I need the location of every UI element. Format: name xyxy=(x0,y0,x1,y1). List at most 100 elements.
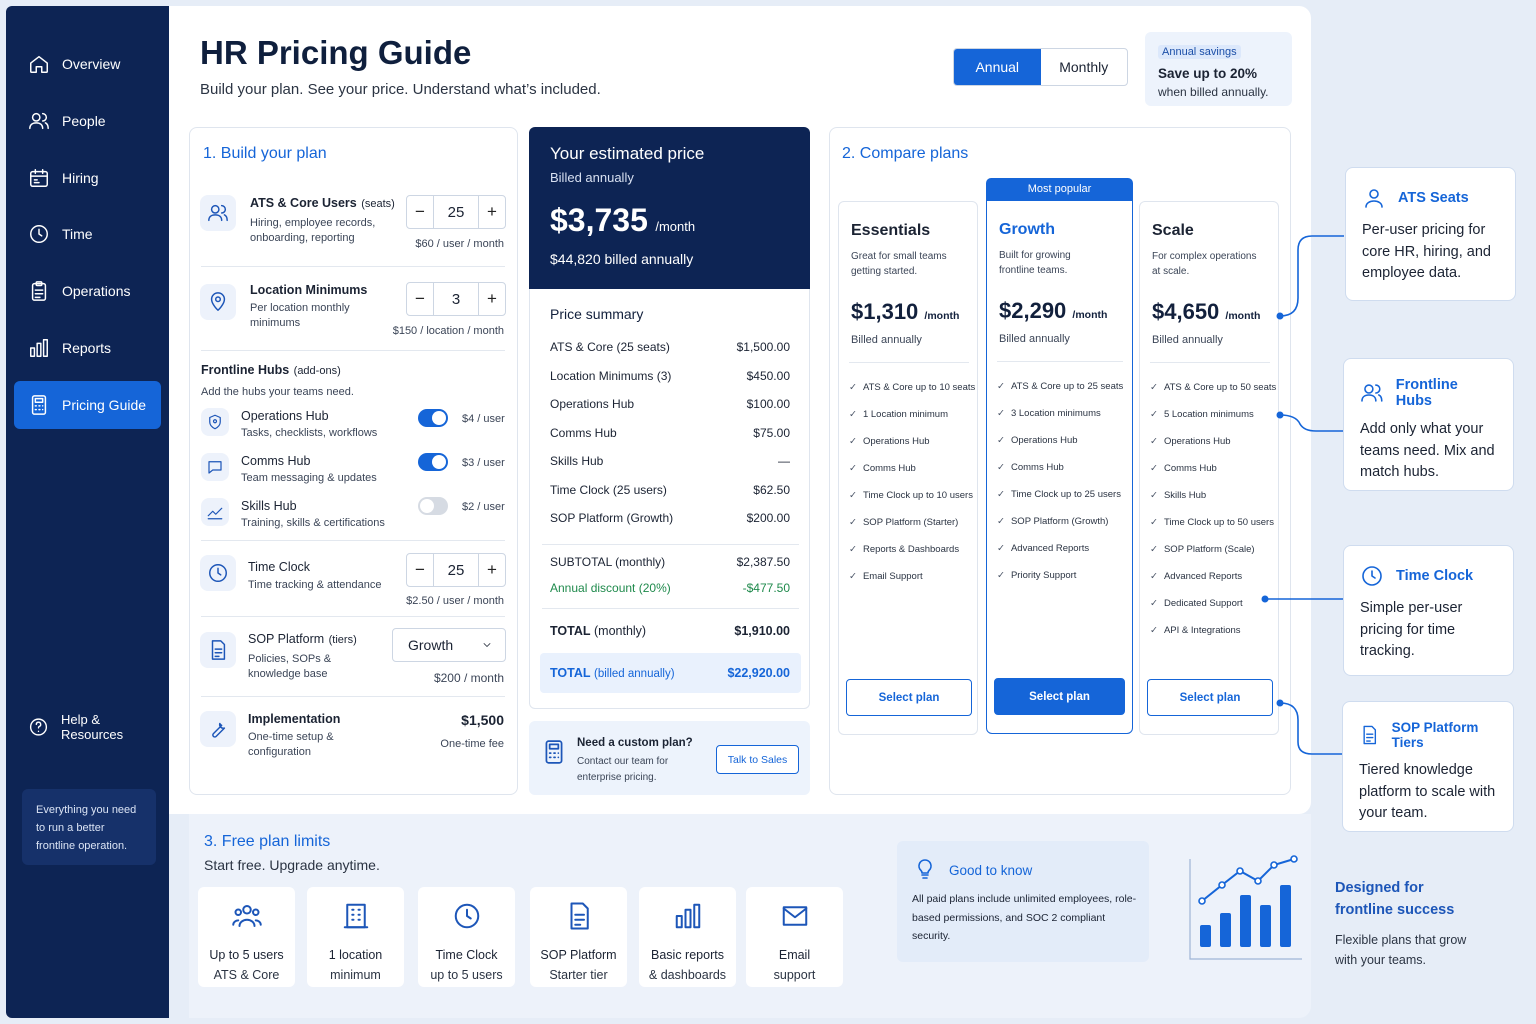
nav-label: Operations xyxy=(62,283,131,299)
plan-feature: ATS & Core up to 10 seats xyxy=(849,382,975,393)
estimate-price: $3,735 xyxy=(550,202,648,238)
estimate-header: Your estimated price Billed annually $3,… xyxy=(529,127,810,289)
designed-title: Designed for frontline success xyxy=(1335,877,1454,921)
plus-button[interactable]: + xyxy=(487,560,497,579)
estimate-annual: $44,820 billed annually xyxy=(550,251,694,267)
nav-time[interactable]: Time xyxy=(14,210,161,258)
divider xyxy=(997,361,1123,362)
subtotal-row: SUBTOTAL (monthly) $2,387.50 xyxy=(550,555,790,569)
nav-label: Pricing Guide xyxy=(62,397,147,413)
plan-feature: Comms Hub xyxy=(997,462,1064,473)
plan-feature: Skills Hub xyxy=(1150,490,1206,501)
minus-button[interactable]: − xyxy=(415,202,425,221)
people-icon xyxy=(208,204,228,222)
free-plan-title: 3. Free plan limits xyxy=(204,833,331,850)
nav-overview[interactable]: Overview xyxy=(14,40,161,88)
plus-button[interactable]: + xyxy=(487,289,497,308)
free-plan-subtitle: Start free. Upgrade anytime. xyxy=(204,857,380,873)
divider xyxy=(201,696,505,697)
hub-desc: Team messaging & updates xyxy=(241,472,377,484)
limit-title: Basic reports xyxy=(651,948,724,962)
designed-body-line: with your teams. xyxy=(1335,953,1427,967)
plan-feature: ATS & Core up to 50 seats xyxy=(1150,382,1276,393)
limit-title: 1 location xyxy=(328,948,383,962)
nav-operations[interactable]: Operations xyxy=(14,267,161,315)
ats-seats-input[interactable]: 25 xyxy=(433,196,479,228)
price-summary: Price summary ATS & Core (25 seats) $1,50… xyxy=(529,289,810,709)
plus-button[interactable]: + xyxy=(487,202,497,221)
summary-line: ATS & Core (25 seats) $1,500.00 xyxy=(550,340,790,354)
compare-plans-title: 2. Compare plans xyxy=(842,145,969,162)
nav-pricing-guide[interactable]: Pricing Guide xyxy=(14,381,161,429)
document-icon xyxy=(211,640,226,660)
select-plan-button[interactable]: Select plan xyxy=(846,679,972,716)
summary-line: SOP Platform (Growth) $200.00 xyxy=(550,511,790,525)
sop-tier-select[interactable]: Growth xyxy=(392,628,506,662)
timeclock-input[interactable]: 25 xyxy=(433,554,479,586)
hubs-desc: Add the hubs your teams need. xyxy=(201,386,354,398)
discount-row: Annual discount (20%) -$477.50 xyxy=(550,581,790,595)
nav-hiring[interactable]: Hiring xyxy=(14,154,161,202)
operations-hub-toggle[interactable] xyxy=(418,409,448,427)
plan-feature: SOP Platform (Growth) xyxy=(997,516,1109,527)
plan-feature: Operations Hub xyxy=(997,435,1078,446)
savings-title: Save up to 20% xyxy=(1158,66,1258,81)
divider xyxy=(542,608,799,609)
location-rate: $150 / location / month xyxy=(392,325,504,337)
annual-toggle-button[interactable]: Annual xyxy=(954,49,1041,85)
location-desc: minimums xyxy=(250,317,301,329)
location-title: Location Minimums xyxy=(250,283,368,297)
group-icon xyxy=(231,905,262,927)
divider xyxy=(1150,362,1270,363)
talk-to-sales-button[interactable]: Talk to Sales xyxy=(716,745,799,774)
implementation-icon-box xyxy=(200,711,236,747)
plan-name: Growth xyxy=(999,221,1055,238)
plan-billed: Billed annually xyxy=(1152,334,1223,346)
building-icon xyxy=(343,903,368,929)
plan-feature: 1 Location minimum xyxy=(849,409,948,420)
plan-feature: 5 Location minimums xyxy=(1150,409,1254,420)
total-annual-box xyxy=(540,653,801,693)
plan-card-essentials: Essentials Great for small teams getting s… xyxy=(838,201,978,735)
select-plan-button[interactable]: Select plan xyxy=(1147,679,1273,716)
divider xyxy=(849,362,969,363)
implementation-desc: One-time setup & xyxy=(248,731,334,743)
nav-people[interactable]: People xyxy=(14,97,161,145)
nav-label: Overview xyxy=(62,56,121,72)
summary-line: Location Minimums (3) $450.00 xyxy=(550,369,790,383)
nav-reports[interactable]: Reports xyxy=(14,324,161,372)
subtotal-suffix: (monthly) xyxy=(615,555,666,569)
comms-hub-toggle[interactable] xyxy=(418,453,448,471)
plan-feature: Operations Hub xyxy=(849,436,930,447)
plan-desc-line: For complex operations xyxy=(1152,251,1257,262)
good-to-know-body: All paid plans include unlimited employe… xyxy=(912,893,1137,942)
savings-note: when billed annually. xyxy=(1158,85,1269,99)
monthly-toggle-button[interactable]: Monthly xyxy=(1059,59,1109,75)
subtotal-value: $2,387.50 xyxy=(736,555,790,569)
clock-icon xyxy=(209,564,227,582)
location-input[interactable]: 3 xyxy=(433,283,479,315)
people-icon xyxy=(29,112,49,130)
skills-hub-toggle[interactable] xyxy=(418,497,448,515)
hub-price: $4 / user xyxy=(462,413,505,425)
ats-title: ATS & Core Users xyxy=(250,196,357,210)
minus-button[interactable]: − xyxy=(415,560,425,579)
minus-button[interactable]: − xyxy=(415,289,425,308)
select-plan-button[interactable]: Select plan xyxy=(994,678,1125,715)
nav-help[interactable]: Help & Resources xyxy=(14,703,161,751)
document-icon xyxy=(570,902,589,930)
plan-price-per: /month xyxy=(1225,310,1261,322)
good-to-know-title: Good to know xyxy=(949,863,1033,878)
total-monthly-row: TOTAL (monthly) $1,910.00 xyxy=(550,624,790,638)
build-plan-card xyxy=(189,127,518,795)
operations-hub-label: Operations Hub Tasks, checklists, workfl… xyxy=(241,409,377,441)
nav-label: Reports xyxy=(62,340,112,356)
clock-icon xyxy=(454,903,479,929)
timeclock-title: Time Clock xyxy=(248,560,311,574)
hub-title: Skills Hub xyxy=(241,499,297,513)
plan-feature: Time Clock up to 25 users xyxy=(997,489,1121,500)
estimate-billed: Billed annually xyxy=(550,170,634,185)
total-annual-row: TOTAL (billed annually) $22,920.00 xyxy=(550,666,790,680)
summary-line-label: SOP Platform (Growth) xyxy=(550,511,674,525)
total-annual-label: TOTAL xyxy=(550,666,591,680)
